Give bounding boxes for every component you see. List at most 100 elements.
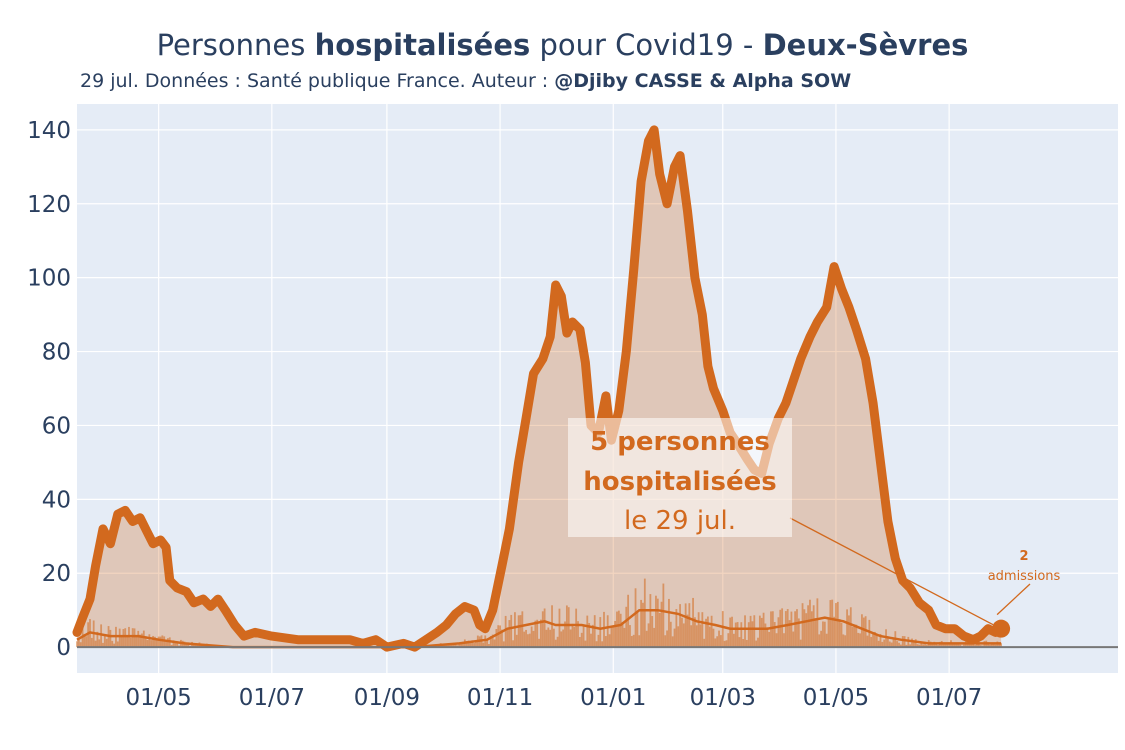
admission-bar	[792, 631, 795, 648]
admission-bar	[536, 619, 539, 648]
admission-bar	[105, 638, 108, 648]
admission-bar	[658, 612, 661, 648]
subtitle-author: @Djiby CASSE & Alpha SOW	[554, 70, 852, 92]
admission-bar	[783, 633, 785, 648]
admission-bar	[458, 642, 461, 648]
admission-bar	[931, 643, 934, 648]
admission-bar	[558, 608, 561, 648]
admission-bar	[796, 609, 798, 648]
admission-bar	[517, 615, 520, 648]
admission-bar	[734, 622, 737, 648]
admission-bar	[144, 636, 147, 648]
admission-bar	[577, 621, 579, 648]
admission-bar	[890, 642, 893, 648]
admission-bar	[543, 608, 546, 648]
admission-bar	[901, 636, 904, 648]
admission-bar	[467, 640, 470, 648]
x-tick-label: 01/11	[467, 685, 533, 711]
admission-bar	[916, 644, 919, 648]
admission-bar	[731, 616, 733, 648]
admission-bar	[565, 605, 568, 648]
hospitalisation-line	[72, 125, 1006, 652]
admission-bar	[732, 633, 735, 648]
admission-bar	[606, 615, 609, 648]
admission-bar	[139, 634, 141, 648]
admission-bar	[942, 643, 945, 648]
y-tick-label: 140	[27, 118, 71, 144]
admission-bar	[499, 625, 501, 648]
admission-bar	[740, 622, 743, 648]
admission-bar	[725, 640, 728, 648]
admission-bar	[109, 629, 112, 648]
admission-bar	[957, 644, 960, 648]
admission-bar	[532, 630, 535, 648]
admission-bar	[131, 628, 134, 648]
admission-bar	[718, 630, 720, 648]
admission-bar	[666, 630, 668, 648]
admission-bar	[836, 601, 839, 648]
admission-bar	[708, 626, 711, 648]
admission-bar	[835, 603, 837, 648]
y-tick-label: 40	[42, 487, 71, 513]
admission-bar	[486, 640, 488, 648]
admission-bar	[810, 611, 813, 648]
admission-bar	[445, 644, 448, 648]
admission-bar	[677, 626, 680, 648]
admission-bar	[989, 644, 991, 648]
x-tick-label: 01/07	[239, 685, 305, 711]
admission-bar	[174, 643, 177, 648]
admission-bar	[76, 641, 78, 648]
admission-bar	[820, 630, 823, 648]
admission-bar	[193, 643, 195, 648]
admission-bar	[167, 638, 169, 648]
admission-bar	[883, 639, 886, 648]
title-part-2: pour Covid19 -	[530, 28, 763, 62]
admission-bar	[591, 624, 594, 648]
admission-bar	[695, 625, 698, 648]
admission-bar	[887, 637, 889, 648]
admission-bar	[937, 644, 939, 648]
admission-bar	[712, 628, 715, 648]
admission-bar	[584, 640, 587, 648]
admission-bar	[688, 603, 691, 648]
admission-bar	[788, 620, 791, 648]
admission-bar	[831, 599, 834, 648]
admission-bar	[766, 627, 769, 648]
admission-bar	[540, 619, 542, 648]
admission-bar	[545, 629, 548, 648]
admission-bar	[549, 629, 552, 648]
admission-bar	[512, 640, 514, 648]
admission-bar	[96, 631, 99, 648]
admission-bar	[773, 622, 776, 648]
admission-bar	[727, 633, 730, 648]
admission-bar	[899, 644, 902, 648]
admission-bar	[868, 619, 871, 648]
admission-bar	[597, 634, 600, 648]
admission-bar	[623, 627, 626, 648]
admission-bar	[955, 644, 958, 648]
admission-bar	[460, 644, 463, 648]
admissions-value: 2	[1019, 549, 1028, 564]
admission-bar	[506, 629, 509, 648]
title-part-1: Personnes	[156, 28, 315, 62]
admission-bar	[707, 616, 709, 648]
admission-bar	[827, 618, 830, 648]
admission-bar	[703, 638, 706, 648]
admission-bar	[764, 623, 767, 648]
admission-bar	[701, 612, 704, 648]
admission-bar	[142, 630, 145, 648]
y-tick-label: 120	[27, 192, 71, 218]
admission-bar	[578, 637, 581, 648]
admission-bar	[920, 642, 923, 648]
admission-bar	[159, 636, 162, 648]
admission-bar	[694, 617, 696, 648]
admission-bar	[621, 621, 624, 648]
admission-bar	[898, 642, 900, 648]
admission-bar	[803, 609, 806, 648]
admission-bar	[571, 623, 574, 648]
admission-bar	[629, 625, 631, 648]
admission-bar	[554, 639, 557, 648]
admission-bar	[523, 631, 526, 648]
admission-bar	[471, 640, 474, 648]
title-bold-2: Deux-Sèvres	[762, 28, 969, 62]
